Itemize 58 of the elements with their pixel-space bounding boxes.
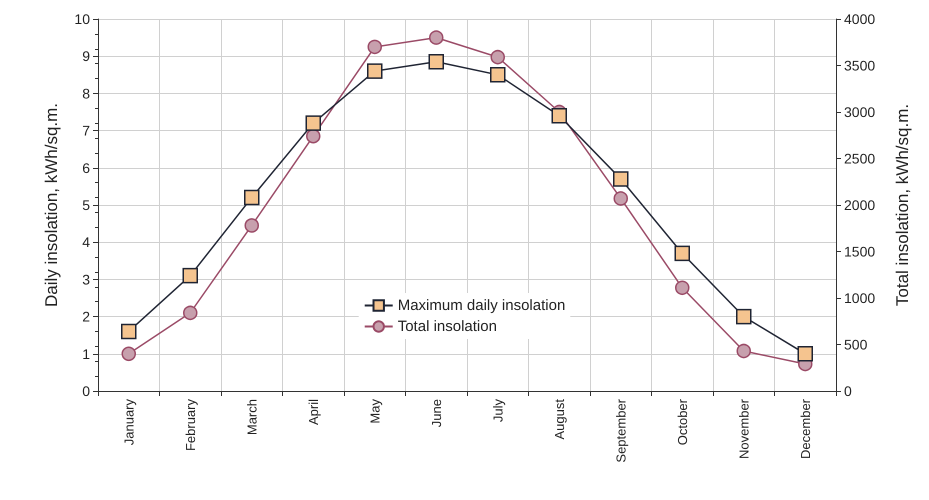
y-tick-label: 10 [74, 11, 90, 27]
y-tick-label: 9 [82, 48, 90, 64]
y-tick-label: 2 [82, 308, 90, 325]
point [367, 63, 382, 79]
point [675, 280, 690, 296]
legend-label: Total insolation [398, 318, 497, 335]
point [121, 324, 136, 340]
x-tick-label: October [674, 398, 690, 446]
x-tick-label: July [490, 398, 506, 422]
y2-tick-label: 3000 [844, 104, 876, 120]
legend-label: Maximum daily insolation [398, 297, 566, 314]
point [490, 67, 506, 83]
point [429, 30, 444, 45]
x-tick-label: December [798, 398, 813, 459]
x-tick-label: May [367, 398, 382, 424]
y2-tick-label: 1500 [844, 244, 876, 260]
point [552, 108, 567, 124]
y-tick-label: 4 [82, 234, 90, 250]
x-tick-label: January [121, 398, 136, 446]
point [798, 346, 813, 362]
x-tick-label: August [552, 398, 567, 440]
y2-tick-label: 500 [844, 336, 868, 352]
point [244, 190, 260, 206]
point [674, 246, 690, 262]
point [306, 115, 321, 131]
point [244, 218, 259, 233]
point [122, 346, 136, 362]
y2-tick-label: 0 [844, 383, 852, 399]
point [428, 54, 444, 70]
y-axis-title: Daily insolation, kWh/sq.m. [42, 102, 61, 308]
point [306, 128, 320, 144]
x-tick-label: February [182, 398, 198, 452]
y2-tick-label: 2000 [844, 197, 876, 213]
x-tick-label: April [306, 398, 321, 426]
point [613, 171, 628, 187]
point [183, 306, 198, 320]
point [182, 268, 198, 284]
y2-tick-label: 3500 [844, 58, 876, 74]
y2-tick-label: 1000 [844, 290, 876, 306]
y-tick-label: 5 [82, 197, 90, 213]
y2-axis-title: Total insolation, kWh/sq.m. [893, 104, 912, 306]
y-tick-label: 1 [82, 346, 90, 362]
point [736, 344, 751, 358]
point [736, 308, 752, 324]
x-tick-label: September [613, 398, 628, 463]
y2-tick-label: 2500 [844, 150, 876, 166]
x-tick-label: November [736, 398, 752, 459]
y-tick-label: 7 [82, 122, 90, 139]
point [368, 40, 382, 54]
point [614, 191, 628, 206]
y-tick-label: 0 [82, 383, 90, 399]
y-tick-label: 3 [82, 271, 90, 288]
point [490, 50, 505, 64]
x-tick-label: June [428, 399, 444, 428]
y-tick-label: 6 [82, 160, 90, 176]
y2-tick-label: 4000 [844, 11, 876, 27]
y-tick-label: 8 [82, 85, 90, 102]
x-tick-label: March [244, 399, 260, 436]
